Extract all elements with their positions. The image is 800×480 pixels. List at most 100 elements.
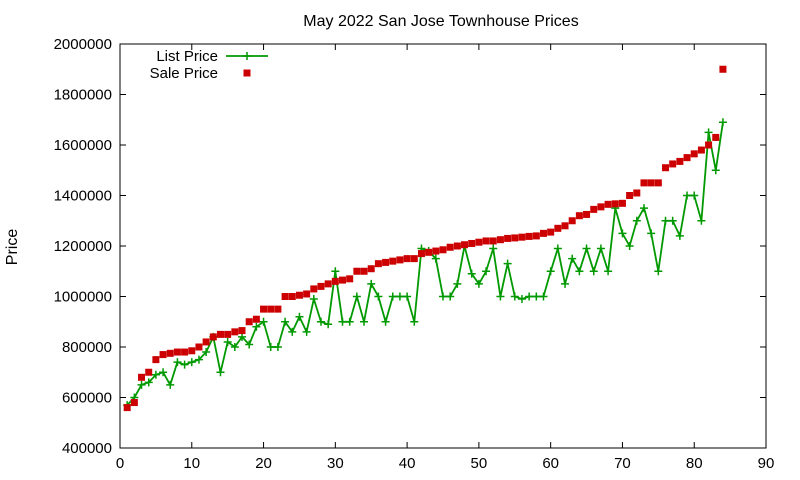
list-price-point	[259, 317, 268, 326]
sale-price-point	[633, 189, 641, 197]
sale-price-point	[274, 305, 282, 313]
sale-price-point	[202, 338, 210, 346]
sale-price-point	[683, 154, 691, 162]
sale-price-point	[496, 236, 504, 244]
sale-price-point	[410, 255, 418, 263]
sale-price-point	[489, 237, 497, 245]
legend-label-sale-price: Sale Price	[150, 65, 218, 82]
list-price-point	[187, 358, 196, 367]
list-price-point	[582, 244, 591, 253]
sale-price-point	[539, 229, 547, 237]
x-tick-label: 20	[255, 455, 272, 472]
list-price-point	[144, 378, 153, 387]
list-price-point	[403, 292, 412, 301]
sale-price-point	[511, 234, 519, 242]
list-price-point	[338, 317, 347, 326]
list-price-point	[467, 269, 476, 278]
x-tick-label: 10	[183, 455, 200, 472]
list-price-point	[532, 292, 541, 301]
sale-price-point	[518, 233, 526, 241]
list-price-point	[489, 244, 498, 253]
sale-price-point	[611, 200, 619, 208]
sale-price-point	[209, 333, 217, 341]
series-sale-price	[123, 65, 727, 412]
sale-price-point	[618, 199, 626, 207]
sale-price-point	[195, 343, 203, 351]
y-tick-label: 600000	[62, 390, 112, 407]
sale-price-point	[626, 192, 634, 199]
list-price-point	[295, 312, 304, 321]
sale-price-point	[403, 255, 411, 263]
sale-price-point	[547, 228, 555, 236]
list-price-point	[395, 292, 404, 301]
sale-price-point	[712, 133, 720, 141]
sale-price-point	[339, 276, 347, 284]
sale-price-point	[231, 328, 239, 336]
y-tick-label: 1800000	[54, 87, 112, 104]
x-tick-label: 90	[758, 455, 775, 472]
sale-price-point	[331, 277, 339, 285]
list-price-point	[704, 128, 713, 137]
plot-frame	[119, 43, 767, 449]
list-price-point	[453, 279, 462, 288]
sale-price-point	[245, 318, 253, 326]
sale-price-point	[568, 217, 576, 225]
list-price-point	[180, 360, 189, 369]
list-price-point	[173, 358, 182, 367]
list-price-point	[360, 317, 369, 326]
sale-price-point	[243, 69, 251, 77]
list-price-point	[166, 380, 175, 389]
sale-price-point	[173, 348, 181, 356]
list-price-point	[661, 216, 670, 225]
sale-price-point	[138, 373, 146, 381]
list-price-point	[575, 267, 584, 276]
list-price-point	[654, 267, 663, 276]
list-price-point	[388, 292, 397, 301]
sale-price-point	[216, 330, 224, 338]
list-price-point	[223, 337, 232, 346]
list-price-point	[596, 244, 605, 253]
list-price-point	[553, 244, 562, 253]
y-tick-label: 1200000	[54, 238, 112, 255]
sale-price-point	[159, 351, 167, 359]
sale-price-point	[662, 164, 670, 172]
list-price-point	[410, 317, 419, 326]
list-price-point	[137, 380, 146, 389]
list-price-point	[525, 292, 534, 301]
sale-price-point	[647, 179, 655, 187]
sale-price-point	[281, 293, 289, 300]
list-price-point	[159, 368, 168, 377]
list-price-point	[302, 327, 311, 336]
data-marks	[123, 65, 727, 412]
sale-price-point	[130, 399, 138, 407]
y-axis-label: Price	[4, 229, 21, 266]
sale-price-point	[669, 160, 677, 168]
sale-price-point	[554, 224, 562, 232]
list-price-point	[345, 317, 354, 326]
y-tick-label: 800000	[62, 339, 112, 356]
sale-price-point	[597, 203, 605, 211]
series-list-price	[123, 118, 727, 410]
y-tick-label: 2000000	[54, 36, 112, 53]
sale-price-point	[389, 257, 397, 265]
list-price-point	[431, 254, 440, 263]
y-tick-label: 400000	[62, 440, 112, 457]
list-price-point	[202, 348, 211, 357]
list-price-point	[625, 242, 634, 250]
sale-price-point	[238, 327, 246, 335]
list-price-point	[697, 216, 706, 225]
sale-price-point	[252, 315, 260, 323]
list-price-point	[216, 368, 225, 377]
axis-ticks: 0 10 20 30 40 50 60 70 80 90 400000 600000 800000 100…	[54, 36, 775, 472]
x-tick-label: 70	[614, 455, 631, 472]
list-price-point	[252, 322, 261, 331]
sale-price-point	[152, 356, 160, 364]
sale-price-point	[260, 305, 268, 313]
list-price-point	[474, 279, 483, 288]
list-price-point	[632, 216, 641, 225]
list-price-point	[496, 292, 505, 301]
list-price-point	[288, 327, 297, 336]
sale-price-point	[590, 205, 598, 213]
list-price-line	[126, 122, 724, 406]
